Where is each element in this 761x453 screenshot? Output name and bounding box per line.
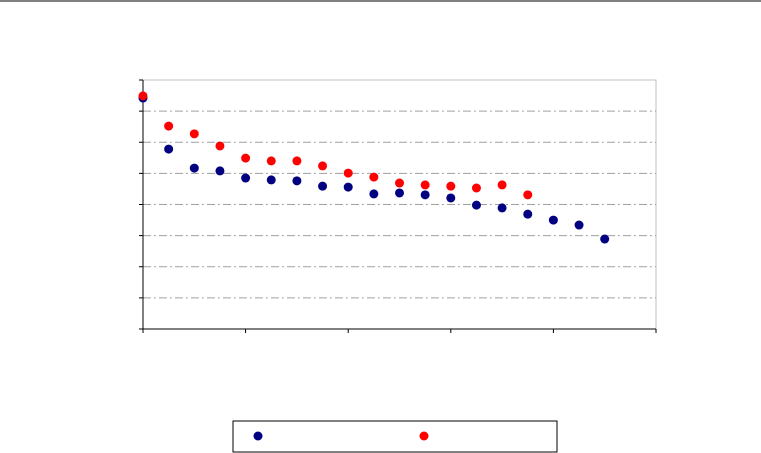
point — [395, 188, 404, 198]
point — [164, 144, 174, 154]
point — [574, 220, 584, 230]
point — [164, 121, 174, 131]
point — [241, 173, 251, 183]
legend — [232, 420, 558, 453]
legend-marker — [419, 431, 429, 441]
point — [318, 161, 328, 171]
point — [189, 163, 199, 173]
point — [138, 91, 148, 101]
point — [369, 172, 379, 182]
point — [292, 176, 302, 186]
point — [523, 209, 533, 219]
point — [446, 181, 456, 191]
point — [215, 141, 225, 151]
point — [241, 153, 251, 163]
point — [266, 175, 276, 185]
point — [343, 168, 353, 178]
point — [215, 166, 225, 176]
point — [369, 189, 379, 199]
point — [292, 156, 302, 166]
point — [471, 183, 481, 193]
point — [600, 234, 610, 244]
point — [318, 181, 328, 191]
point — [548, 215, 558, 225]
legend-marker — [253, 431, 263, 441]
point — [343, 182, 353, 192]
point — [420, 190, 430, 200]
point — [497, 203, 507, 213]
point — [497, 180, 507, 190]
point — [471, 200, 481, 210]
point — [266, 156, 276, 166]
point — [395, 178, 404, 188]
point — [523, 190, 533, 200]
point — [420, 180, 430, 190]
point — [446, 193, 456, 203]
point — [189, 129, 199, 139]
